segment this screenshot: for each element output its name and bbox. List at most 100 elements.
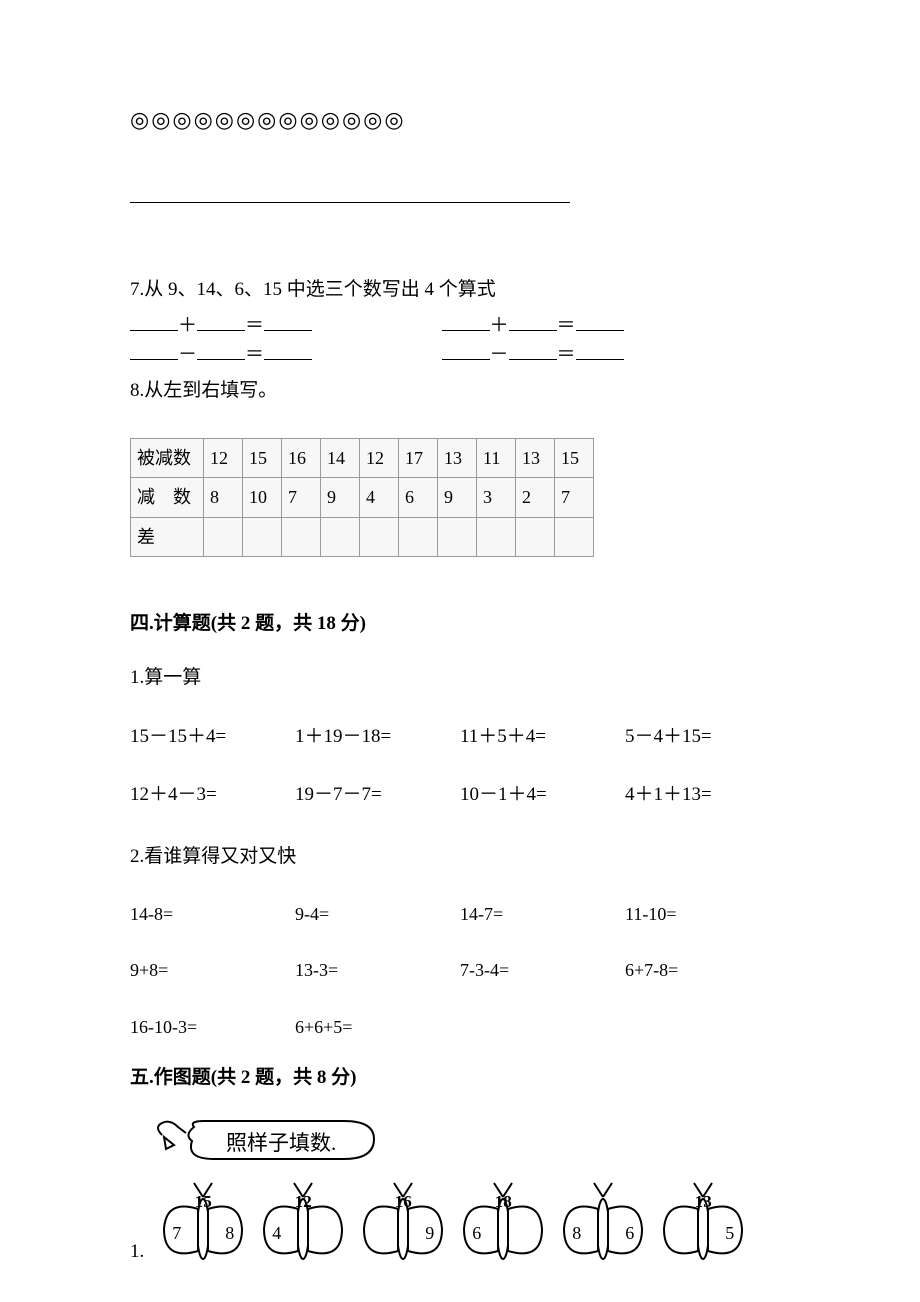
blank[interactable] xyxy=(509,340,557,360)
calc-grid-2: 14-8= 9-4= 14-7= 11-10= 9+8= 13-3= 7-3-4… xyxy=(130,898,790,1043)
butterfly-left-number: 8 xyxy=(572,1217,581,1249)
question-8: 8.从左到右填写。 xyxy=(130,374,790,408)
expression: 1＋19－18= xyxy=(295,720,460,754)
cell: 13 xyxy=(438,438,477,477)
equals-sign: ＝ xyxy=(557,315,576,336)
q7-eq-row-1: ＋＝ ＋＝ xyxy=(130,311,790,341)
minus-sign: － xyxy=(178,344,197,365)
cell: 2 xyxy=(516,478,555,517)
cell-blank[interactable] xyxy=(282,517,321,556)
plus-sign: ＋ xyxy=(490,315,509,336)
expression: 9-4= xyxy=(295,898,460,930)
section-5-q1-wrap: 照样子填数. 1. 15 7 8 xyxy=(130,1115,790,1269)
expression: 6+7-8= xyxy=(625,954,790,986)
q7-eq-row-2: － ＝ － ＝ xyxy=(130,340,790,370)
cell: 15 xyxy=(243,438,282,477)
cell-blank[interactable] xyxy=(438,517,477,556)
blank[interactable] xyxy=(442,340,490,360)
cell-blank[interactable] xyxy=(555,517,594,556)
cell: 12 xyxy=(204,438,243,477)
equals-sign: ＝ xyxy=(245,344,264,365)
expression xyxy=(625,1011,790,1043)
butterfly-top-number: 13 xyxy=(658,1187,748,1218)
row-header-minuend: 被减数 xyxy=(131,438,204,477)
cell: 11 xyxy=(477,438,516,477)
butterfly-right-number: 9 xyxy=(425,1217,434,1249)
plus-sign: ＋ xyxy=(178,315,197,336)
section-5-title: 五.作图题(共 2 题，共 8 分) xyxy=(130,1061,790,1095)
cell-blank[interactable] xyxy=(243,517,282,556)
blank[interactable] xyxy=(264,311,312,331)
expression: 13-3= xyxy=(295,954,460,986)
blank[interactable] xyxy=(197,340,245,360)
butterfly-4: 18 6 xyxy=(458,1179,548,1269)
expression: 11-10= xyxy=(625,898,790,930)
cell-blank[interactable] xyxy=(399,517,438,556)
section-4-q2: 2.看谁算得又对又快 xyxy=(130,840,790,874)
table-row: 被减数 12 15 16 14 12 17 13 11 13 15 xyxy=(131,438,594,477)
section-4-title: 四.计算题(共 2 题，共 18 分) xyxy=(130,607,790,641)
cell: 14 xyxy=(321,438,360,477)
expression: 10－1＋4= xyxy=(460,778,625,812)
q1-number: 1. xyxy=(130,1235,144,1269)
butterfly-right-number: 6 xyxy=(625,1217,634,1249)
section-4-q1: 1.算一算 xyxy=(130,661,790,695)
cell-blank[interactable] xyxy=(516,517,555,556)
expression: 11＋5＋4= xyxy=(460,720,625,754)
butterfly-2: 12 4 xyxy=(258,1179,348,1269)
cell-blank[interactable] xyxy=(360,517,399,556)
expression: 4＋1＋13= xyxy=(625,778,790,812)
answer-underline xyxy=(130,200,570,203)
cell: 9 xyxy=(321,478,360,517)
butterfly-5: 8 6 xyxy=(558,1179,648,1269)
expression: 5－4＋15= xyxy=(625,720,790,754)
cell: 3 xyxy=(477,478,516,517)
butterfly-1: 15 7 8 xyxy=(158,1179,248,1269)
butterfly-top-number: 12 xyxy=(258,1187,348,1218)
cell: 8 xyxy=(204,478,243,517)
cell-blank[interactable] xyxy=(477,517,516,556)
blank[interactable] xyxy=(442,311,490,331)
blank[interactable] xyxy=(509,311,557,331)
expression: 9+8= xyxy=(130,954,295,986)
expression: 15－15＋4= xyxy=(130,720,295,754)
cell: 7 xyxy=(282,478,321,517)
cell: 15 xyxy=(555,438,594,477)
blank[interactable] xyxy=(264,340,312,360)
butterfly-right-number: 5 xyxy=(725,1217,734,1249)
minus-sign: － xyxy=(490,344,509,365)
bubble-label: 照样子填数. xyxy=(226,1125,336,1163)
cell: 4 xyxy=(360,478,399,517)
blank[interactable] xyxy=(130,340,178,360)
cell-blank[interactable] xyxy=(321,517,360,556)
cell: 16 xyxy=(282,438,321,477)
cell: 9 xyxy=(438,478,477,517)
table-row: 减 数 8 10 7 9 4 6 9 3 2 7 xyxy=(131,478,594,517)
cell: 6 xyxy=(399,478,438,517)
cell: 7 xyxy=(555,478,594,517)
question-7: 7.从 9、14、6、15 中选三个数写出 4 个算式 xyxy=(130,273,790,307)
butterfly-left-number: 6 xyxy=(472,1217,481,1249)
circle-glyph-row: ◎◎◎◎◎◎◎◎◎◎◎◎◎ xyxy=(130,100,790,140)
cell-blank[interactable] xyxy=(204,517,243,556)
blank[interactable] xyxy=(197,311,245,331)
equals-sign: ＝ xyxy=(557,344,576,365)
butterfly-top-number: 18 xyxy=(458,1187,548,1218)
expression: 14-8= xyxy=(130,898,295,930)
blank[interactable] xyxy=(130,311,178,331)
cell: 13 xyxy=(516,438,555,477)
cell: 10 xyxy=(243,478,282,517)
butterfly-top-number: 15 xyxy=(158,1187,248,1218)
table-row: 差 xyxy=(131,517,594,556)
butterfly-left-number: 4 xyxy=(272,1217,281,1249)
expression: 6+6+5= xyxy=(295,1011,460,1043)
butterfly-row: 1. 15 7 8 xyxy=(130,1179,790,1269)
blank[interactable] xyxy=(576,311,624,331)
cell: 12 xyxy=(360,438,399,477)
expression: 14-7= xyxy=(460,898,625,930)
butterfly-top-number: 16 xyxy=(358,1187,448,1218)
row-header-difference: 差 xyxy=(131,517,204,556)
expression: 7-3-4= xyxy=(460,954,625,986)
calc-grid-1: 15－15＋4= 1＋19－18= 11＋5＋4= 5－4＋15= 12＋4－3… xyxy=(130,720,790,812)
blank[interactable] xyxy=(576,340,624,360)
